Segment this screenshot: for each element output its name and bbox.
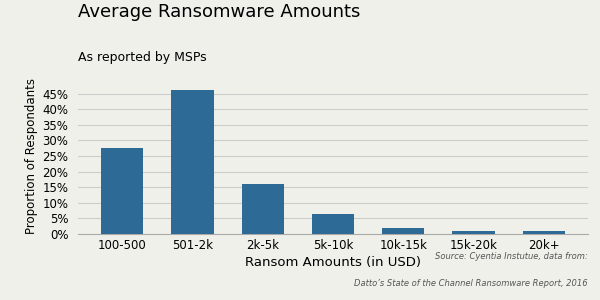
Bar [101, 148, 143, 234]
Text: As reported by MSPs: As reported by MSPs [78, 51, 206, 64]
Bar [523, 231, 565, 234]
X-axis label: Ransom Amounts (in USD): Ransom Amounts (in USD) [245, 256, 421, 269]
Y-axis label: Proportion of Respondants: Proportion of Respondants [25, 78, 38, 234]
Bar [312, 214, 354, 234]
Text: Source: Cyentia Instutue, data from:: Source: Cyentia Instutue, data from: [435, 252, 588, 261]
Text: Average Ransomware Amounts: Average Ransomware Amounts [78, 3, 361, 21]
Bar [242, 184, 284, 234]
Bar [172, 91, 214, 234]
Text: Datto’s State of the Channel Ransomware Report, 2016: Datto’s State of the Channel Ransomware … [355, 279, 588, 288]
Bar [452, 231, 494, 234]
Bar [382, 228, 424, 234]
